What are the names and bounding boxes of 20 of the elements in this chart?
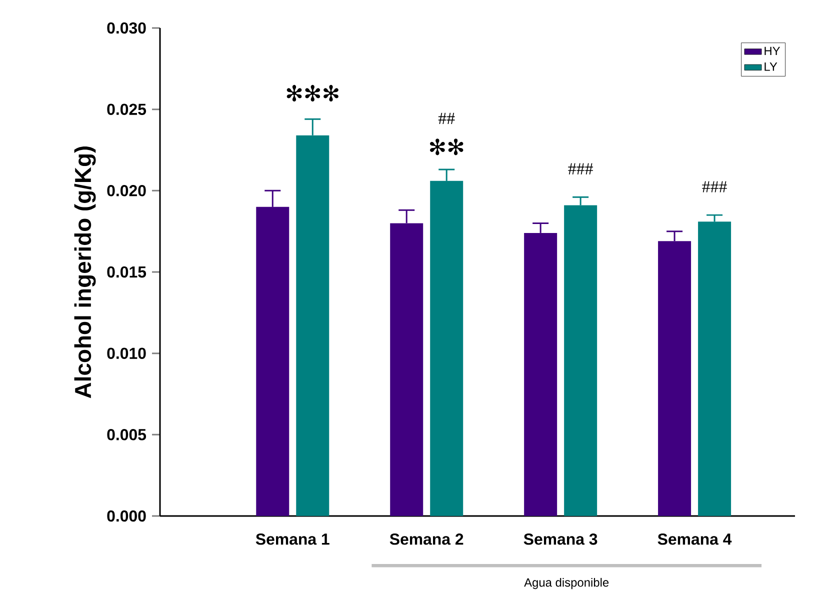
annotation: ### [702,181,727,192]
y-axis-title: Alcohol ingerido (g/Kg) [74,146,96,398]
y-tick-label: 0.025 [107,104,146,115]
y-tick-label: 0.010 [107,348,146,359]
y-tick-label: 0.000 [107,510,146,522]
annotation: ✻✻✻ [286,84,338,102]
annotation: ✻✻ [430,138,464,156]
y-tick-label: 0.005 [107,429,146,440]
y-tick-label: 0.030 [107,22,146,34]
annotation: ### [568,163,593,174]
x-tick-label: Semana 4 [658,534,732,545]
x-tick-label: Semana 2 [390,534,464,545]
y-tick-label: 0.020 [107,185,146,196]
y-tick-label: 0.015 [107,266,146,278]
annotation: ## [438,112,455,124]
legend-label: LY [764,62,778,71]
legend-label: HY [764,46,780,56]
x-tick-label: Semana 1 [256,534,330,545]
x-tick-label: Semana 3 [524,534,598,545]
text: Agua disponible [524,578,609,590]
